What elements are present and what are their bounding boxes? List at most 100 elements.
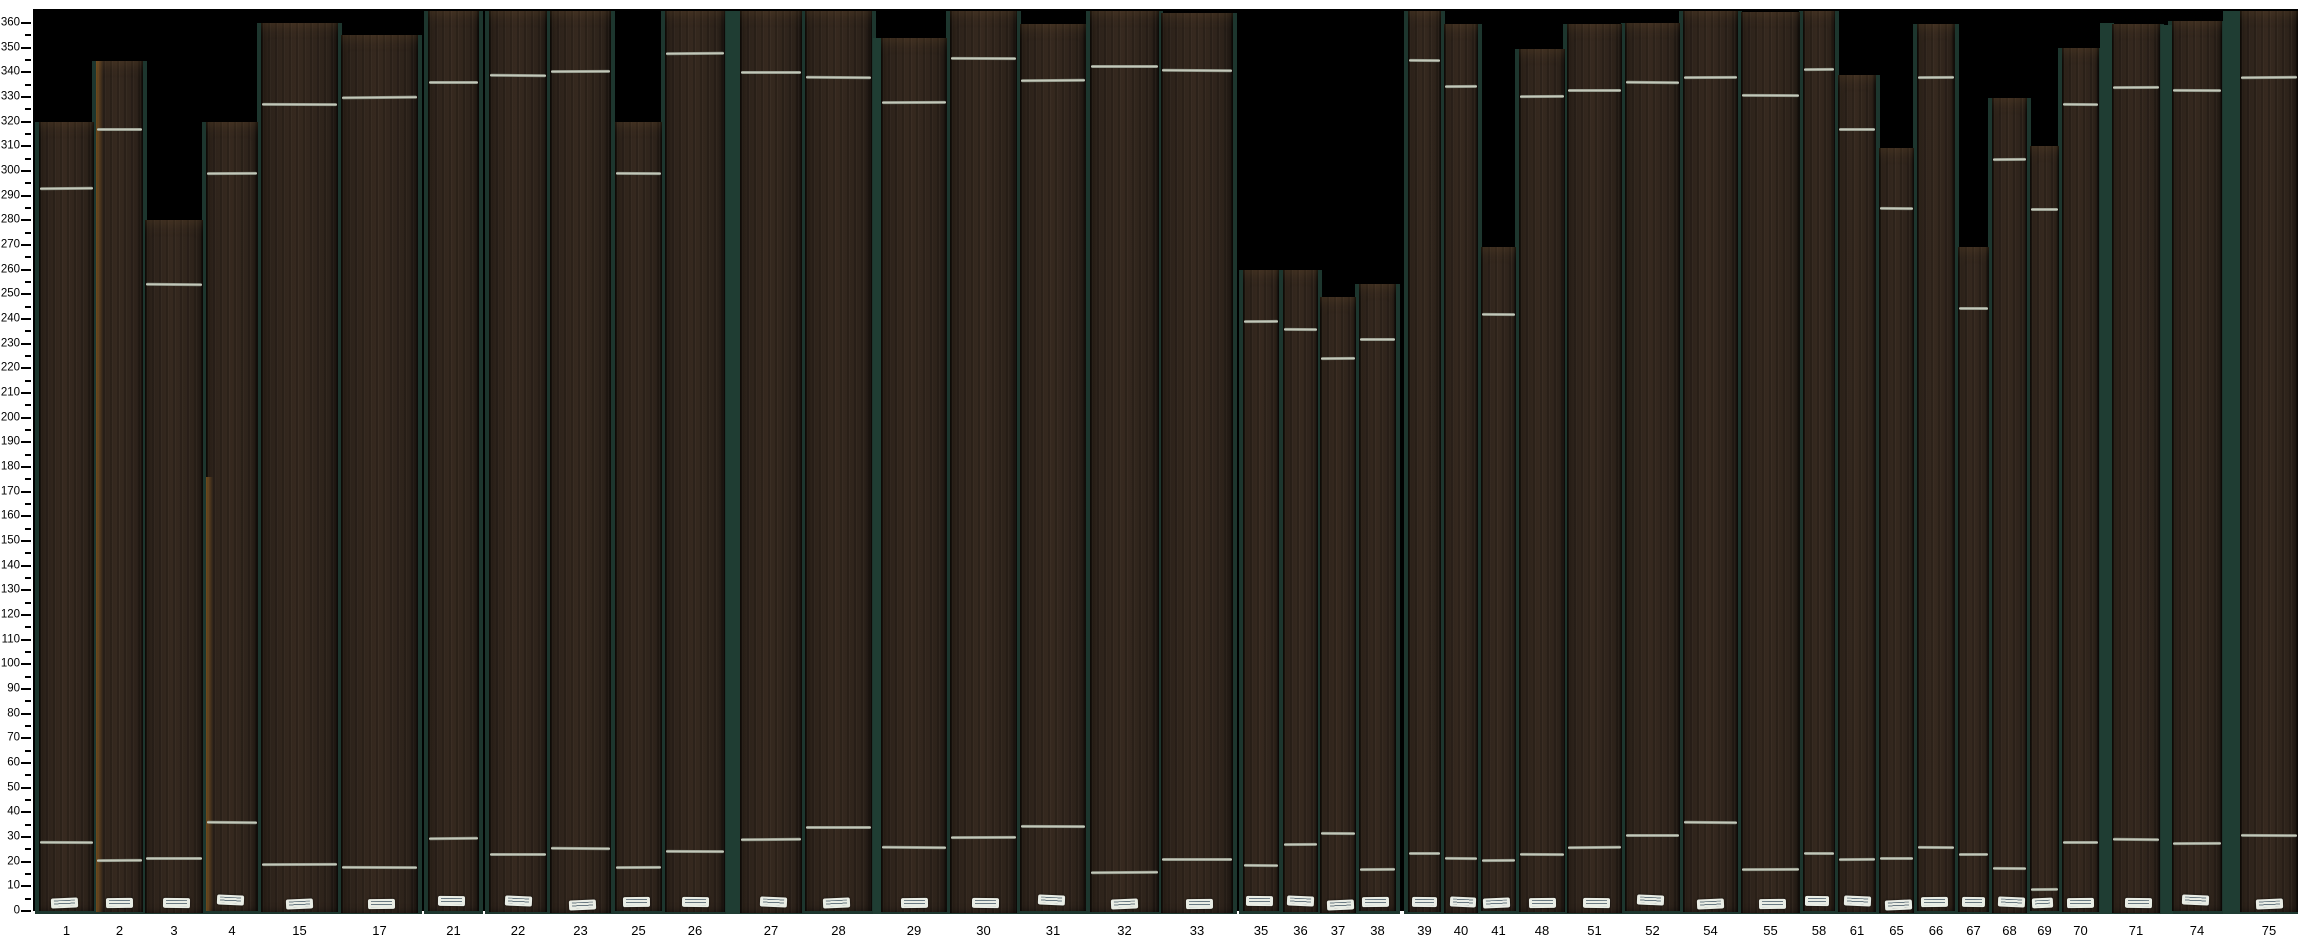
axis-tick [21,465,31,468]
axis-tick-label: 220 [0,361,20,374]
axis-tick [25,182,31,185]
core-number-label: 2 [115,923,124,938]
core-number-label: 31 [1045,923,1061,938]
core-number-label: 22 [510,923,526,938]
axis-tick [21,367,31,370]
core-bottom-marker-line [1020,824,1086,829]
core-top-marker-line [1992,157,2027,161]
core-top-marker-line [1839,128,1875,132]
axis-tick [25,798,31,801]
core-bottom-marker-line [1803,851,1835,856]
axis-tick [21,21,31,24]
core-top-marker-line [615,172,662,176]
warm-edge-streak [206,476,213,911]
axis-tick [21,46,31,49]
core-label-tag [1920,896,1948,908]
core-label-tag [504,895,532,907]
core-label-tag [2255,898,2283,910]
core-bottom-marker-line [96,859,143,863]
core-top-marker-line [881,100,947,105]
core-top-marker-line [1408,58,1441,63]
core-sample [1567,24,1622,913]
core-bottom-marker-line [2172,842,2222,846]
core-top-marker-line [1481,312,1516,317]
core-bottom-marker-line [206,820,258,825]
core-label-tag [216,894,244,906]
core-top-marker-line [1243,320,1279,324]
core-bottom-marker-line [146,856,202,860]
axis-tick [25,157,31,160]
axis-tick [25,724,31,727]
axis-tick-label: 90 [7,682,20,695]
axis-tick-label: 110 [1,633,20,646]
core-number-label: 15 [292,923,307,938]
core-number-label: 74 [2189,923,2205,938]
core-number-label: 55 [1763,923,1778,938]
core-label-tag [1758,898,1787,910]
core-top-marker-line [1320,357,1356,361]
axis-tick [25,848,31,851]
core-bottom-marker-line [881,845,947,850]
core-bottom-marker-line [806,826,871,830]
axis-tick [21,885,31,888]
core-top-marker-line [1803,67,1835,71]
core-sample [1161,13,1233,913]
core-number-label: 1 [62,923,71,938]
core-sample [428,10,479,911]
axis-tick-label: 350 [0,41,20,54]
core-sample [145,220,203,913]
core-sample [1020,24,1086,911]
core-top-marker-line [489,73,547,78]
core-top-marker-line [665,51,725,55]
core-bottom-marker-line [950,835,1017,840]
core-number-label: 40 [1453,923,1469,938]
core-sample [1992,98,2027,913]
axis-tick [21,317,31,320]
axis-tick [21,293,31,296]
core-top-marker-line [741,71,801,75]
axis-tick-label: 120 [0,608,20,621]
axis-tick [21,145,31,148]
core-sample [206,121,258,911]
core-top-marker-line [261,103,338,107]
core-sample [39,121,94,911]
core-sample [805,10,872,911]
core-number-label: 70 [2073,923,2088,938]
core-top-marker-line [145,283,203,287]
core-number-label: 38 [1370,923,1385,938]
core-sample [1879,147,1914,913]
core-number-label: 51 [1587,923,1602,938]
core-label-tag [681,896,709,908]
core-number-label: 58 [1811,923,1827,938]
core-sample [1359,284,1396,911]
axis-tick-label: 200 [0,411,20,424]
axis-tick [21,663,31,666]
axis-tick [21,515,31,518]
axis-tick [25,823,31,826]
axis-tick [25,774,31,777]
core-bottom-marker-line [1992,866,2027,870]
core-number-label: 29 [906,923,922,938]
core-label-tag [1636,894,1665,906]
core-label-tag [1843,895,1871,907]
core-bottom-marker-line [1626,833,1679,837]
core-bottom-marker-line [428,836,479,841]
axis-tick [25,453,31,456]
core-top-marker-line [1519,94,1565,98]
core-sample [881,37,947,912]
axis-tick-label: 180 [0,460,20,473]
core-label-tag [1411,896,1438,908]
core-bottom-marker-line [665,849,725,853]
core-sample [1741,11,1800,913]
axis-tick [25,601,31,604]
axis-tick-label: 190 [0,435,20,448]
axis-tick [21,219,31,222]
core-number-label: 35 [1253,923,1269,938]
core-number-label: 68 [2002,923,2017,938]
axis-tick [21,194,31,197]
axis-tick [25,872,31,875]
core-label-tag [568,899,597,911]
core-bottom-marker-line [1320,832,1356,836]
core-top-marker-line [550,69,611,74]
core-label-tag [1884,899,1913,911]
